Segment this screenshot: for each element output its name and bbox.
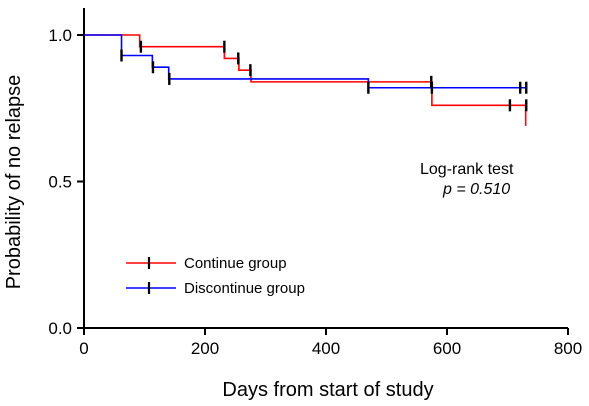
y-tick-label: 0.5 — [48, 173, 72, 192]
legend-label-discontinue: Discontinue group — [184, 280, 305, 297]
annotation-title: Log-rank test — [420, 161, 514, 178]
x-tick-label: 600 — [433, 339, 461, 358]
survival-curves — [84, 34, 527, 126]
axes: 0 200 400 600 800 0.0 0.5 1.0 — [48, 8, 582, 358]
annotation-p-value: p = 0.510 — [442, 181, 510, 198]
y-axis-title: Probability of no relapse — [3, 75, 25, 290]
discontinue-group-curve — [84, 34, 526, 89]
legend: Continue group Discontinue group — [126, 255, 305, 297]
x-tick-label: 800 — [554, 339, 582, 358]
y-tick-label: 0.0 — [48, 319, 72, 338]
x-tick-label: 400 — [312, 339, 340, 358]
y-tick-label: 1.0 — [48, 26, 72, 45]
censor-marks — [120, 40, 528, 112]
log-rank-annotation: Log-rank test p = 0.510 — [420, 161, 514, 198]
x-axis-title: Days from start of study — [222, 379, 433, 401]
x-tick-label: 200 — [191, 339, 219, 358]
x-tick-label: 0 — [79, 339, 88, 358]
legend-label-continue: Continue group — [184, 255, 287, 272]
continue-group-curve — [84, 34, 527, 126]
